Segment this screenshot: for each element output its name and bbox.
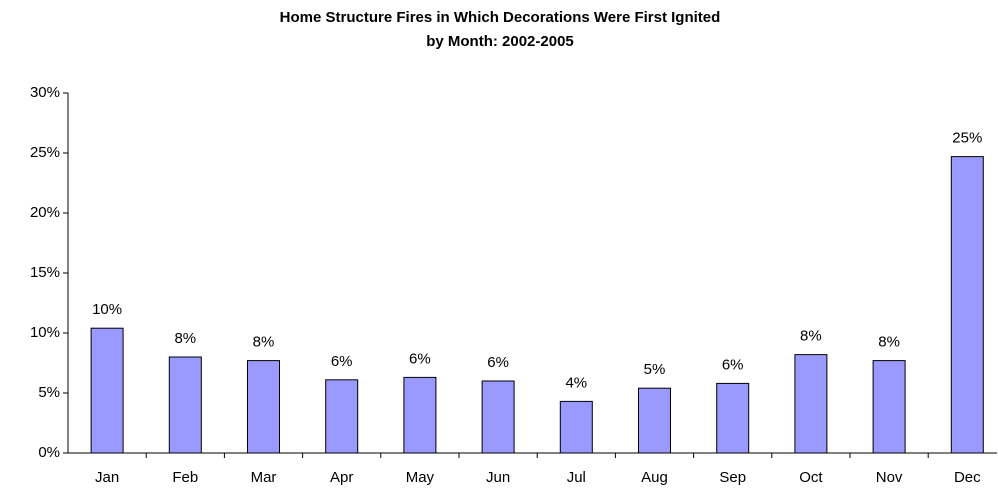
bar <box>481 380 515 454</box>
bar <box>559 400 593 454</box>
data-label: 6% <box>409 350 431 367</box>
bar <box>872 360 906 454</box>
y-tick-label: 0% <box>38 444 60 461</box>
y-tick-label: 10% <box>30 324 60 341</box>
bar <box>716 382 750 454</box>
x-tick-label: May <box>406 469 435 486</box>
data-label: 8% <box>878 334 900 351</box>
x-tick-label: Apr <box>330 469 353 486</box>
bar <box>247 360 280 454</box>
bar <box>90 327 124 454</box>
x-tick-label: Jul <box>567 469 586 486</box>
x-tick-label: Oct <box>799 469 823 486</box>
chart-title: Home Structure Fires in Which Decoration… <box>280 9 721 26</box>
data-label: 8% <box>174 330 196 347</box>
y-tick-label: 25% <box>30 144 60 161</box>
data-label: 25% <box>952 130 982 147</box>
data-label: 10% <box>92 301 122 318</box>
bar <box>168 356 202 454</box>
bar <box>638 387 671 454</box>
data-label: 5% <box>644 361 666 378</box>
y-tick-label: 20% <box>30 204 60 221</box>
y-tick-label: 30% <box>30 84 60 101</box>
data-label: 6% <box>331 353 353 370</box>
data-label: 8% <box>253 334 275 351</box>
bar <box>950 156 984 454</box>
x-tick-label: Mar <box>251 469 277 486</box>
x-tick-label: Aug <box>641 469 668 486</box>
y-tick-label: 5% <box>38 384 60 401</box>
x-tick-label: Nov <box>876 469 903 486</box>
bar <box>403 376 437 454</box>
bar <box>794 354 828 454</box>
x-tick-label: Feb <box>172 469 198 486</box>
data-label: 4% <box>565 374 587 391</box>
x-tick-label: Dec <box>954 469 981 486</box>
chart-title: by Month: 2002-2005 <box>426 33 574 50</box>
x-tick-label: Sep <box>719 469 746 486</box>
x-tick-label: Jan <box>95 469 119 486</box>
y-tick-label: 15% <box>30 264 60 281</box>
data-label: 6% <box>722 356 744 373</box>
x-tick-label: Jun <box>486 469 510 486</box>
data-label: 8% <box>800 328 822 345</box>
data-label: 6% <box>487 354 509 371</box>
bar <box>325 379 359 454</box>
